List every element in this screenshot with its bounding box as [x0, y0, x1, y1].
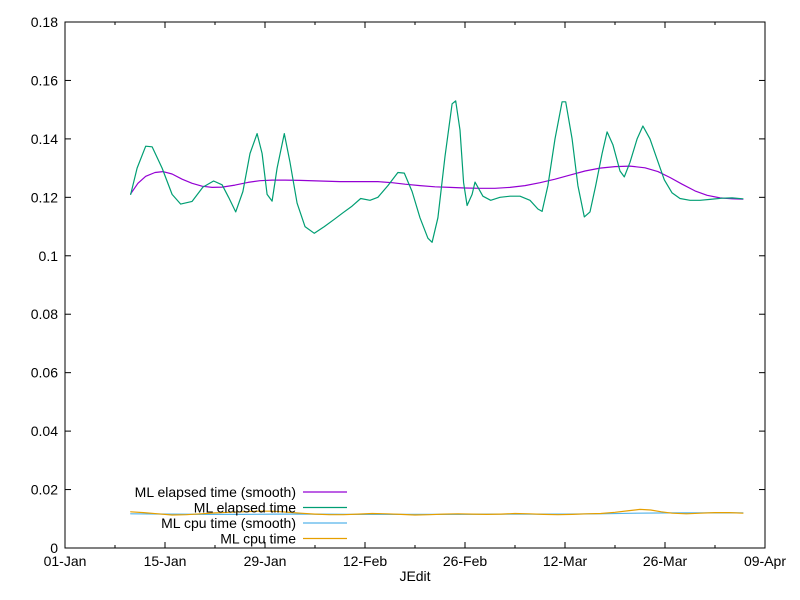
plot-border: [64, 21, 766, 549]
x-tick-label: 01-Jan: [44, 553, 87, 569]
legend-label: ML elapsed time: [194, 500, 296, 516]
x-tick-label: 29-Jan: [244, 553, 287, 569]
legend-label: ML elapsed time (smooth): [135, 484, 296, 500]
legend-label: ML cpu time (smooth): [161, 515, 296, 531]
y-tick-label: 0.08: [31, 306, 58, 322]
y-tick-label: 0.1: [39, 248, 59, 264]
plot-generated: 01-Jan 15-Jan 29-Jan 12-Feb 26-Feb 12-Mar 26-M…: [31, 14, 787, 569]
x-tick-label: 12-Mar: [543, 553, 588, 569]
y-tick-label: 0.12: [31, 189, 58, 205]
y-tick-label: 0.18: [31, 14, 58, 30]
y-tick-label: 0.06: [31, 365, 58, 381]
y-tick-label: 0: [50, 540, 58, 556]
legend-label: ML cpu time: [220, 531, 296, 547]
y-tick-label: 0.14: [31, 131, 58, 147]
x-tick-label: 26-Feb: [443, 553, 488, 569]
y-tick-label: 0.16: [31, 72, 58, 88]
series-line-ml-cpu-time: [130, 508, 744, 516]
x-tick-label: 12-Feb: [343, 553, 388, 569]
x-tick-label: 09-Apr: [744, 553, 786, 569]
series-line-ml-elapsed-time: [130, 100, 744, 243]
x-axis-title: JEdit: [399, 568, 430, 584]
x-tick-label: 15-Jan: [144, 553, 187, 569]
series-line-ml-elapsed-time-smooth: [130, 165, 744, 200]
y-tick-label: 0.04: [31, 423, 58, 439]
y-tick-label: 0.02: [31, 482, 58, 498]
x-tick-label: 26-Mar: [643, 553, 688, 569]
